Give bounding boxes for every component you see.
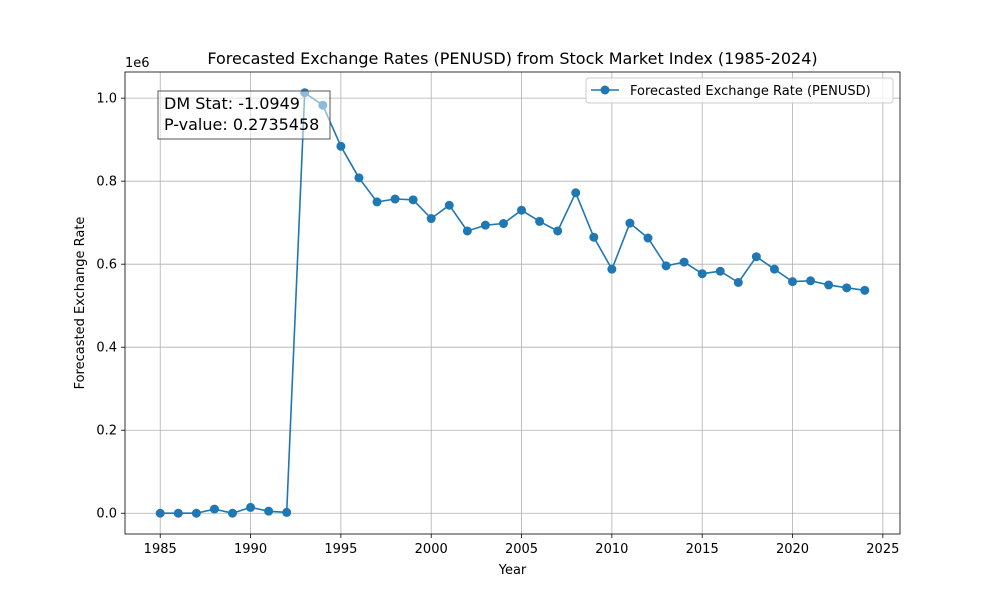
data-point: [733, 277, 743, 287]
data-point: [788, 277, 798, 287]
data-point: [191, 508, 201, 518]
x-tick-label: 2015: [686, 542, 719, 557]
x-tick-label: 2020: [776, 542, 809, 557]
data-point: [390, 194, 400, 204]
data-point: [173, 508, 183, 518]
x-tick-label: 1985: [144, 542, 177, 557]
y-tick-label: 0.4: [96, 341, 117, 356]
annotation-dm-stat: DM Stat: -1.0949: [164, 94, 300, 113]
data-point: [517, 205, 527, 215]
data-point: [246, 502, 256, 512]
data-point: [408, 195, 418, 205]
y-axis-offset-label: 1e6: [125, 56, 150, 71]
series-line: [160, 92, 865, 515]
data-point: [282, 507, 292, 517]
legend-entry-label: Forecasted Exchange Rate (PENUSD): [630, 84, 871, 99]
y-axis-label: Forecasted Exchange Rate: [73, 217, 88, 390]
grid-lines: [125, 72, 900, 534]
data-point: [860, 285, 870, 295]
data-point: [444, 200, 454, 210]
legend: Forecasted Exchange Rate (PENUSD): [585, 77, 894, 104]
data-point: [769, 264, 779, 274]
data-point: [697, 269, 707, 279]
data-point: [462, 226, 472, 236]
data-point: [553, 226, 563, 236]
data-point: [227, 508, 237, 518]
data-point: [607, 264, 617, 274]
data-point: [336, 141, 346, 151]
dm-stat-annotation: DM Stat: -1.0949 P-value: 0.2735458: [157, 90, 331, 140]
data-point: [535, 216, 545, 226]
data-point: [679, 257, 689, 267]
y-tick-label: 0.2: [96, 424, 117, 439]
data-point: [209, 504, 219, 514]
data-point: [643, 233, 653, 243]
data-point: [824, 280, 834, 290]
data-point: [806, 276, 816, 286]
x-tick-label: 1995: [324, 542, 357, 557]
data-point: [625, 218, 635, 228]
x-tick-label: 2005: [505, 542, 538, 557]
data-point: [354, 173, 364, 183]
y-tick-label: 0.0: [96, 507, 117, 522]
series-layer: [155, 88, 870, 518]
data-point: [498, 219, 508, 229]
data-point: [842, 283, 852, 293]
y-tick-label: 0.6: [96, 258, 117, 273]
data-point: [715, 266, 725, 276]
data-point: [155, 508, 165, 518]
data-point: [480, 220, 490, 230]
y-tick-label: 0.8: [96, 175, 117, 190]
data-point: [589, 232, 599, 242]
x-tick-label: 1990: [234, 542, 267, 557]
data-point: [661, 261, 671, 271]
data-point: [372, 197, 382, 207]
annotation-box: [157, 90, 331, 140]
y-tick-label: 1.0: [96, 92, 117, 107]
plot-frame: [124, 71, 901, 535]
data-point: [571, 188, 581, 198]
chart-title: Forecasted Exchange Rates (PENUSD) from …: [207, 49, 817, 68]
x-axis-label: Year: [498, 563, 527, 578]
x-tick-label: 2025: [866, 542, 899, 557]
legend-box: [585, 77, 894, 104]
data-point: [751, 252, 761, 262]
legend-marker-swatch: [600, 85, 610, 95]
axis-ticks: 1985 1990 1995 2000 2005 2010 2015 2020 2025 0.0 0…: [96, 92, 899, 557]
annotation-p-value: P-value: 0.2735458: [164, 115, 319, 134]
x-tick-label: 2010: [595, 542, 628, 557]
x-tick-label: 2000: [415, 542, 448, 557]
data-point: [426, 214, 436, 224]
data-point: [264, 506, 274, 516]
